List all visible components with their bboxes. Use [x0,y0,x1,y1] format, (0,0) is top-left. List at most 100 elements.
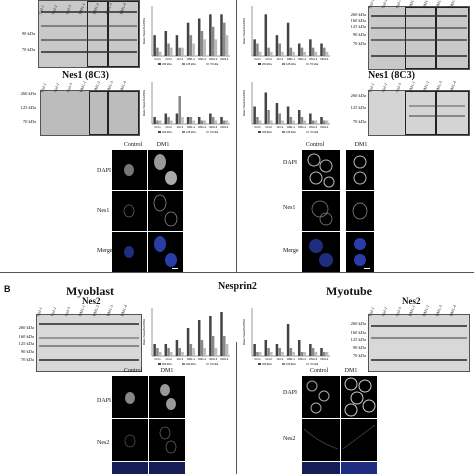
x-tick-label: Ctrl-2 [266,125,273,129]
bar [164,31,168,56]
x-tick-label: Ctrl-3 [277,357,284,361]
kda-label: 90 kDa [352,32,366,37]
bar [209,14,212,56]
bar [158,352,162,356]
bar [286,106,290,124]
bar [309,344,312,356]
micrograph-merge-control [112,462,148,474]
kda-label: 125 kDa [350,337,366,342]
kda-label: 70 kDa [352,41,366,46]
bar-chart-3: Ratio Nes1/GAPDH Ctrl-1 Ctrl-2 Ctrl-3 DM1-1 D… [142,80,232,138]
bar [167,117,170,124]
bar [278,113,281,124]
kda-label: 260 kDa [350,93,366,98]
bar [186,117,190,124]
row-label-nes2: Nes2 [97,440,110,446]
micrograph-merge-dm1 [346,232,374,272]
bar [289,348,293,356]
bar [253,344,256,356]
micrograph-dapi-control [302,376,340,418]
bar [178,47,181,56]
micrograph-dapi-dm1 [148,150,183,190]
panel-b-label: B [4,284,11,294]
x-tick-label: Ctrl-3 [177,125,184,129]
bar [203,39,207,56]
bar [178,96,181,124]
bar [197,320,201,356]
bar [200,31,204,56]
legend-label: 125 kDa [286,130,296,134]
x-tick-label: DM1-4 [321,57,329,61]
western-blot-b [40,90,140,136]
legend-label: 70 kDa [310,362,319,366]
bar [220,14,223,56]
bar [297,43,301,56]
bar [167,43,170,56]
bar [192,43,195,56]
x-tick-label: Ctrl-1 [254,357,261,361]
x-tick-label: Ctrl-3 [277,57,284,61]
bar [264,340,268,356]
legend-label: 125 kDa [286,62,296,66]
bar [181,352,184,356]
y-axis-label: Ratio Nes1/GAPDH [142,90,146,116]
x-tick-label: DM1-1 [187,125,195,129]
bar-chart-1: Ratio Nes1/GAPDH Ctrl-1 Ctrl-2 Ctrl-3 DM1-1 D… [142,4,232,70]
x-tick-label: Ctrl-2 [266,357,273,361]
bar [192,120,195,124]
x-tick-label: DM1-2 [298,57,306,61]
bar [314,352,318,356]
bar [270,51,273,56]
x-tick-label: Ctrl-1 [154,57,161,61]
bar [209,113,212,124]
bar [203,120,207,124]
legend-label: 70 kDa [210,130,219,134]
x-tick-label: DM1-2 [298,125,306,129]
bar [158,120,162,124]
bar [292,120,295,124]
legend-label: 125 kDa [186,62,196,66]
bar [253,39,256,56]
kda-label: 160 kDa [350,18,366,23]
bar [258,51,262,56]
bar [164,113,168,124]
bar [258,120,262,124]
x-tick-label: DM1-4 [221,125,229,129]
col-label-control: Control [305,142,325,148]
x-tick-label: Ctrl-3 [177,357,184,361]
bar [256,352,259,356]
micrograph-merge-control [112,232,147,272]
micrograph-nes1-control [302,191,340,231]
bar [292,352,295,356]
legend-label: 260 kDa [162,62,172,66]
micrograph-dapi-dm1 [341,376,377,418]
x-tick-label: DM1-3 [309,57,317,61]
bar [158,51,162,56]
x-tick-label: DM1-4 [321,125,329,129]
bar [178,348,181,356]
bar [170,120,173,124]
y-axis-label: Ratio Nes2/GAPDH [142,319,146,345]
legend-label: 70 kDa [210,62,219,66]
bar [181,117,184,124]
bar [256,117,259,124]
micrograph-dapi-dm1 [149,376,185,418]
legend-swatch [182,131,185,133]
row-label-nes1: Nes1 [283,205,296,211]
x-tick-label: DM1-1 [287,357,295,361]
x-tick-label: Ctrl-1 [254,125,261,129]
bar [323,47,326,56]
x-tick-label: DM1-1 [187,357,195,361]
bar [275,344,279,356]
row-label-merge: Merge [283,248,299,254]
y-axis-label: Ratio Nes1/GAPDH [242,18,246,44]
col-label-dm1: DM1 [156,142,170,148]
bar [209,316,212,356]
kda-label: 260 kDa [350,321,366,326]
bar [314,51,318,56]
bar [220,312,223,356]
bar [256,43,259,56]
legend-label: 260 kDa [262,130,272,134]
bar [153,35,156,56]
legend-swatch [206,131,209,133]
